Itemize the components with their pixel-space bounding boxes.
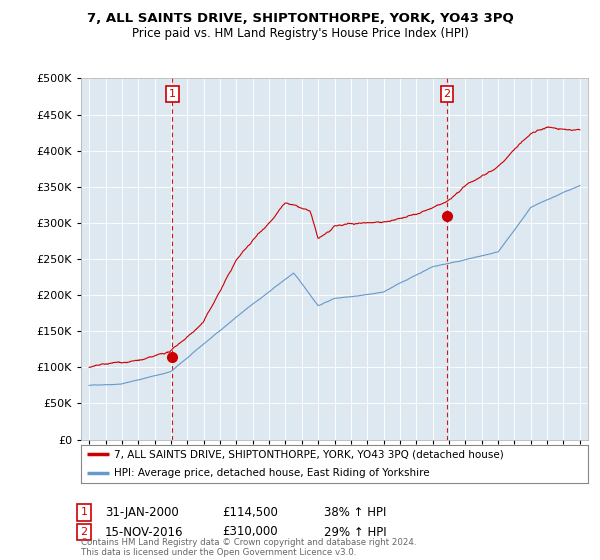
Text: Contains HM Land Registry data © Crown copyright and database right 2024.
This d: Contains HM Land Registry data © Crown c… xyxy=(81,538,416,557)
Text: £310,000: £310,000 xyxy=(222,525,278,539)
Text: 1: 1 xyxy=(80,507,88,517)
Text: 15-NOV-2016: 15-NOV-2016 xyxy=(105,525,184,539)
Text: 7, ALL SAINTS DRIVE, SHIPTONTHORPE, YORK, YO43 3PQ: 7, ALL SAINTS DRIVE, SHIPTONTHORPE, YORK… xyxy=(86,12,514,25)
Text: 2: 2 xyxy=(80,527,88,537)
Text: 31-JAN-2000: 31-JAN-2000 xyxy=(105,506,179,519)
Text: 38% ↑ HPI: 38% ↑ HPI xyxy=(324,506,386,519)
Text: 2: 2 xyxy=(443,89,451,99)
Text: 1: 1 xyxy=(169,89,176,99)
Text: HPI: Average price, detached house, East Riding of Yorkshire: HPI: Average price, detached house, East… xyxy=(114,468,430,478)
Text: 7, ALL SAINTS DRIVE, SHIPTONTHORPE, YORK, YO43 3PQ (detached house): 7, ALL SAINTS DRIVE, SHIPTONTHORPE, YORK… xyxy=(114,449,504,459)
Text: £114,500: £114,500 xyxy=(222,506,278,519)
Text: 29% ↑ HPI: 29% ↑ HPI xyxy=(324,525,386,539)
Text: Price paid vs. HM Land Registry's House Price Index (HPI): Price paid vs. HM Land Registry's House … xyxy=(131,27,469,40)
